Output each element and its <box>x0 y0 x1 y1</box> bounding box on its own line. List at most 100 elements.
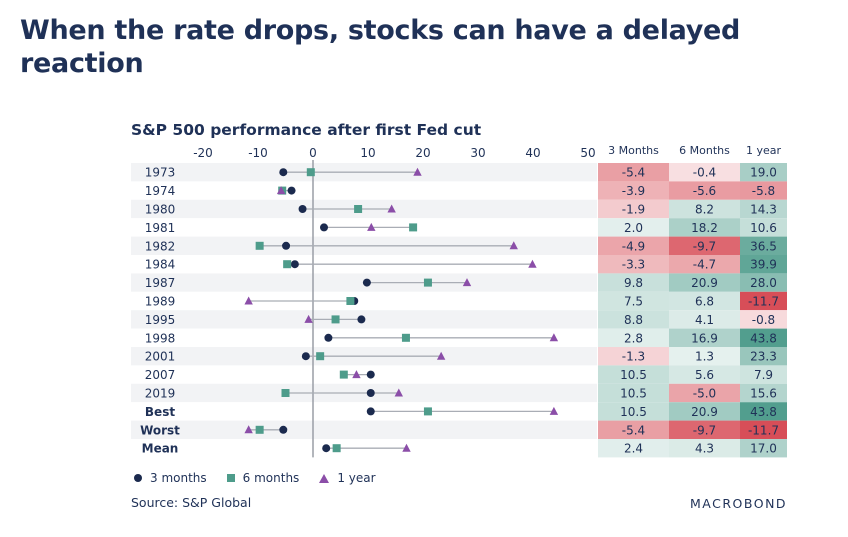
table-cell-value: -5.4 <box>622 423 645 437</box>
legend-item-1-year: 1 year <box>319 471 376 485</box>
table-cell-bg <box>598 255 669 274</box>
point-1-year <box>244 296 253 305</box>
point-3-months <box>279 168 288 177</box>
table-cell-value: -3.9 <box>622 184 645 198</box>
point-3-months <box>301 352 310 361</box>
table-cell-bg <box>669 255 740 274</box>
table-cell-value: -9.7 <box>693 423 716 437</box>
table-cell-value: -4.9 <box>622 239 645 253</box>
legend-label-1-year: 1 year <box>337 471 376 485</box>
point-1-year <box>276 186 286 195</box>
table-cell-bg <box>598 163 669 182</box>
triangle-marker-icon <box>319 473 330 483</box>
table-cell-value: 14.3 <box>750 203 777 217</box>
row-label: 1980 <box>145 203 176 217</box>
table-cell-value: 2.4 <box>624 442 643 456</box>
table-cell-value: 2.8 <box>624 331 643 345</box>
table-cell-bg <box>740 255 787 274</box>
point-1-year <box>394 388 403 397</box>
point-3-months <box>366 407 375 416</box>
table-cell-value: 10.5 <box>620 405 647 419</box>
point-1-year <box>387 204 396 213</box>
circle-marker-icon <box>134 474 142 482</box>
table-column-header: 3 Months <box>608 144 659 157</box>
table-cell-value: -4.7 <box>693 258 716 272</box>
row-stripe <box>131 181 597 200</box>
table-cell-bg <box>669 328 740 347</box>
table-cell-value: -5.4 <box>622 166 645 180</box>
table-cell-bg <box>598 347 669 366</box>
table-cell-value: 4.1 <box>695 313 714 327</box>
row-label: 1987 <box>145 276 176 290</box>
table-cell-bg <box>598 218 669 237</box>
row-label: Worst <box>140 423 180 437</box>
table-cell-value: -11.7 <box>748 295 779 309</box>
row-stripe <box>131 420 597 439</box>
table-cell-value: -5.8 <box>752 184 775 198</box>
point-1-year <box>402 443 411 452</box>
table-cell-bg <box>669 199 740 219</box>
table-cell-value: 2.0 <box>624 221 643 235</box>
row-label: Best <box>145 405 175 419</box>
table-cell-bg <box>669 181 740 200</box>
table-cell-bg <box>598 199 669 219</box>
table-cell-value: 28.0 <box>750 276 777 290</box>
page-title: When the rate drops, stocks can have a d… <box>20 15 741 79</box>
table-cell-value: -1.9 <box>622 203 645 217</box>
table-cell-value: 36.5 <box>750 239 777 253</box>
table-cell-value: 6.8 <box>695 295 714 309</box>
row-label: 2019 <box>145 387 176 401</box>
row-label: 2007 <box>145 368 176 382</box>
table-cell-value: 18.2 <box>691 221 718 235</box>
table-cell-value: -5.6 <box>693 184 716 198</box>
table-cell-bg <box>740 273 787 292</box>
table-cell-bg <box>669 383 740 403</box>
point-6-months <box>255 425 264 434</box>
table-cell-value: 8.8 <box>624 313 643 327</box>
x-tick-label: 50 <box>580 146 595 160</box>
legend-label-3-months: 3 months <box>150 471 207 485</box>
point-3-months <box>279 425 288 434</box>
table-cell-bg <box>740 199 787 219</box>
table-cell-value: -5.0 <box>693 387 716 401</box>
table-column-header: 6 Months <box>679 144 730 157</box>
table-cell-value: -3.3 <box>622 258 645 272</box>
table-cell-bg <box>598 328 669 347</box>
row-label: 1982 <box>145 239 176 253</box>
point-3-months <box>287 186 296 195</box>
x-tick-label: 40 <box>525 146 540 160</box>
table-cell-bg <box>669 420 740 439</box>
point-1-year <box>549 406 559 415</box>
table-cell-value: 15.6 <box>750 387 777 401</box>
source-note: Source: S&P Global <box>131 495 252 510</box>
table-cell-value: -9.7 <box>693 239 716 253</box>
table-column-header: 1 year <box>746 144 782 157</box>
point-6-months <box>409 223 418 232</box>
point-3-months <box>282 241 291 250</box>
point-6-months <box>306 168 315 177</box>
table-cell-bg <box>598 310 669 329</box>
table-cell-value: 9.8 <box>624 276 643 290</box>
table-cell-bg <box>598 291 669 311</box>
table-cell-value: 7.9 <box>754 368 773 382</box>
point-6-months <box>423 407 432 416</box>
table-cell-value: 7.5 <box>624 295 643 309</box>
point-1-year <box>528 259 537 268</box>
table-cell-bg <box>669 439 740 458</box>
row-label: 1973 <box>145 166 176 180</box>
table-cell-bg <box>598 402 669 421</box>
table-cell-value: 10.5 <box>620 387 647 401</box>
row-label: 1981 <box>145 221 176 235</box>
row-stripe <box>131 291 597 311</box>
point-6-months <box>332 444 341 453</box>
point-6-months <box>423 278 432 287</box>
x-tick-label: 10 <box>360 146 375 160</box>
table-cell-value: 23.3 <box>750 350 777 364</box>
row-label: 1984 <box>145 258 176 272</box>
point-6-months <box>401 333 410 342</box>
table-cell-value: 4.3 <box>695 442 714 456</box>
chart-legend: 3 months 6 months 1 year <box>134 471 396 485</box>
table-cell-bg <box>598 420 669 439</box>
point-6-months <box>346 297 355 305</box>
table-cell-value: -11.7 <box>748 423 779 437</box>
